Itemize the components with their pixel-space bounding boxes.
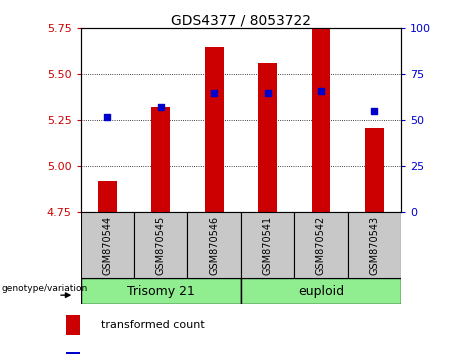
Bar bbox=[65, 315, 80, 335]
Point bbox=[264, 90, 271, 96]
Bar bbox=[241, 278, 401, 304]
Text: transformed count: transformed count bbox=[101, 320, 205, 330]
Point bbox=[104, 114, 111, 120]
Point bbox=[317, 88, 325, 94]
Title: GDS4377 / 8053722: GDS4377 / 8053722 bbox=[171, 13, 311, 27]
Bar bbox=[151, 108, 170, 212]
Point bbox=[371, 108, 378, 114]
Text: Trisomy 21: Trisomy 21 bbox=[127, 285, 195, 298]
Text: GSM870544: GSM870544 bbox=[102, 216, 112, 275]
Point bbox=[211, 90, 218, 96]
Bar bbox=[365, 128, 384, 212]
Bar bbox=[134, 212, 188, 278]
Point bbox=[157, 105, 165, 110]
Text: GSM870543: GSM870543 bbox=[369, 216, 379, 275]
Bar bbox=[81, 278, 241, 304]
Text: GSM870542: GSM870542 bbox=[316, 216, 326, 275]
Bar bbox=[348, 212, 401, 278]
Bar bbox=[98, 181, 117, 212]
Bar bbox=[188, 212, 241, 278]
Text: euploid: euploid bbox=[298, 285, 344, 298]
Bar bbox=[312, 28, 331, 212]
Text: GSM870546: GSM870546 bbox=[209, 216, 219, 275]
Bar bbox=[205, 47, 224, 212]
Text: GSM870541: GSM870541 bbox=[263, 216, 272, 275]
Bar bbox=[258, 63, 277, 212]
Bar bbox=[81, 212, 134, 278]
Text: genotype/variation: genotype/variation bbox=[1, 284, 88, 293]
Bar bbox=[294, 212, 348, 278]
Bar bbox=[241, 212, 294, 278]
Bar bbox=[65, 352, 80, 354]
Text: GSM870545: GSM870545 bbox=[156, 216, 166, 275]
